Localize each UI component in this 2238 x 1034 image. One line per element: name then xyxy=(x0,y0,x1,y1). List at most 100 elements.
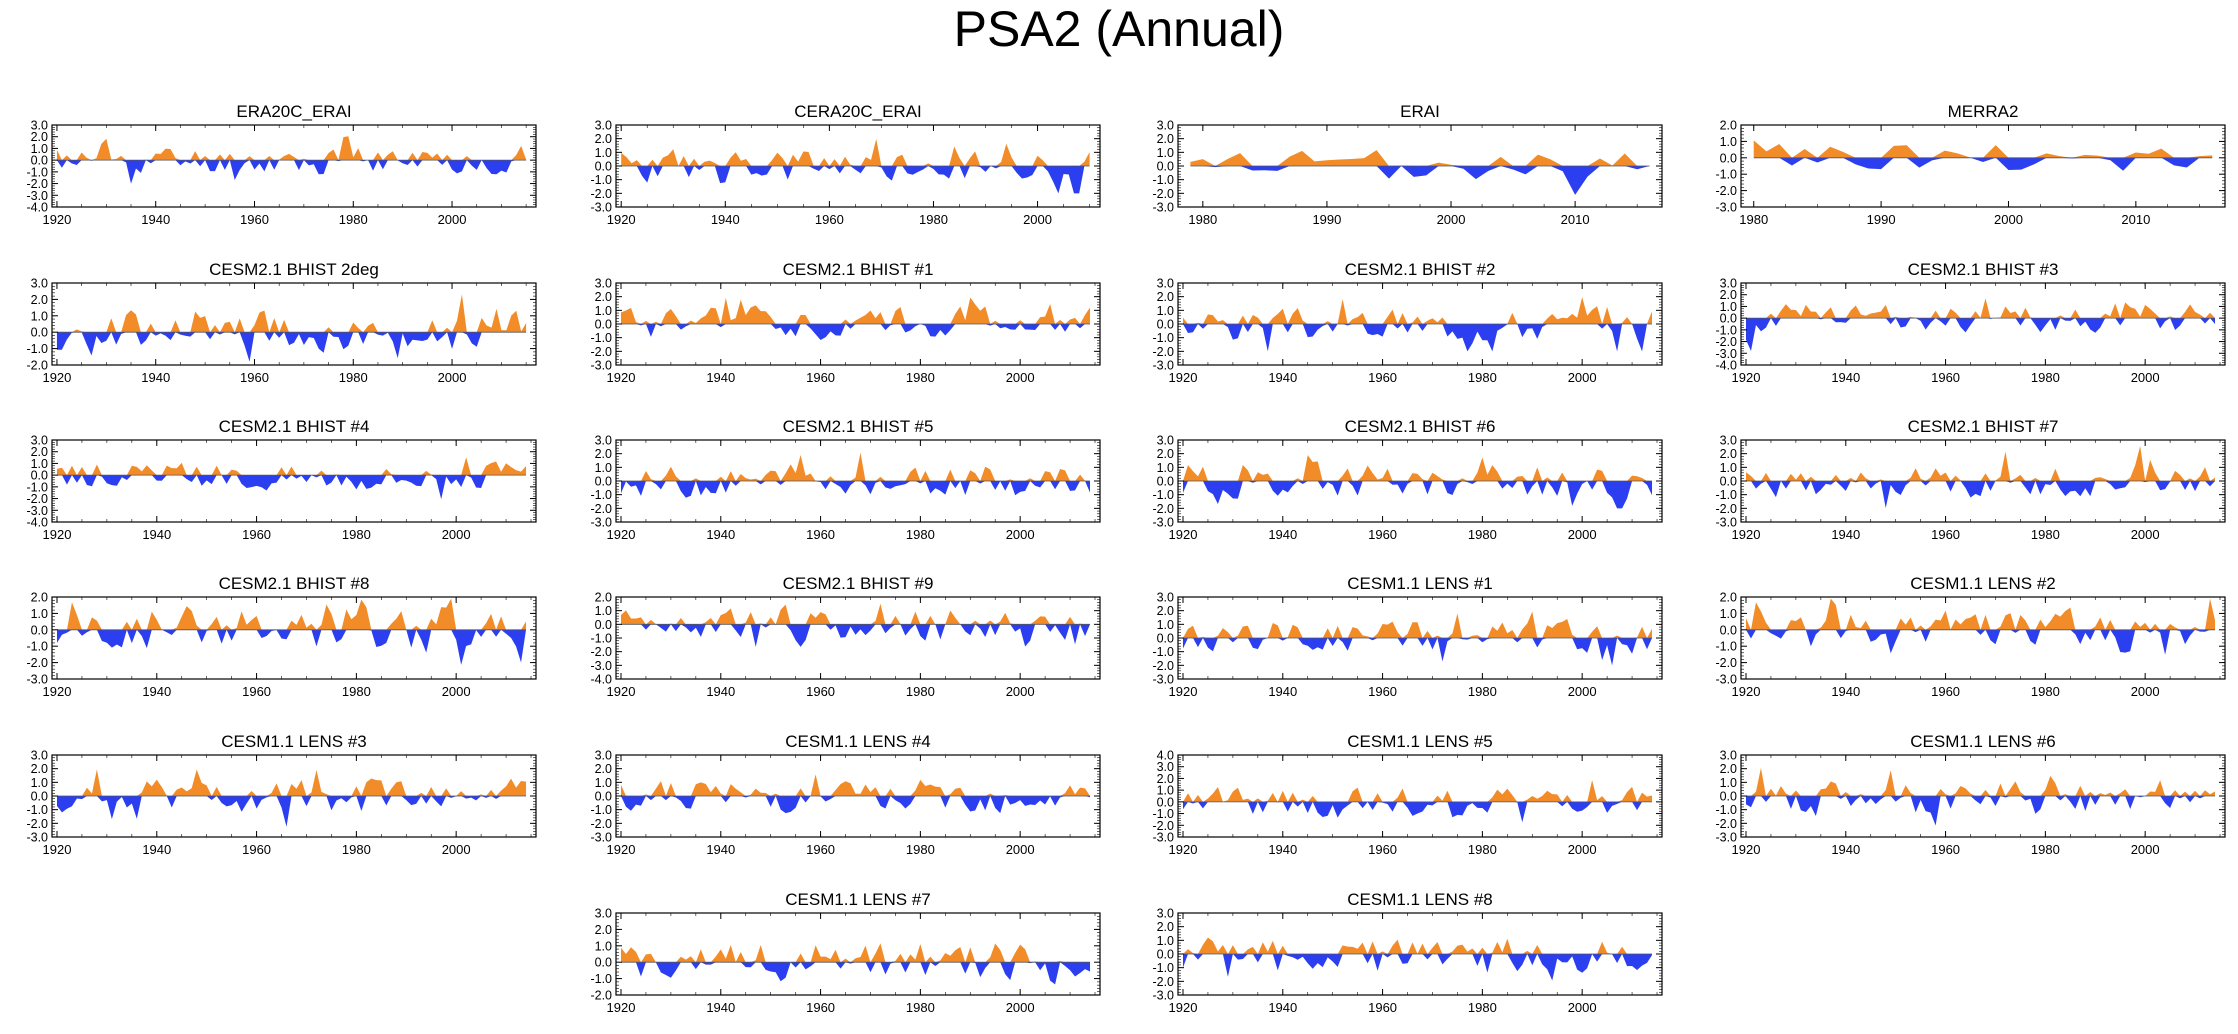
y-tick-label: -2.0 xyxy=(590,989,612,1003)
y-tick-label: 3.0 xyxy=(1720,434,1737,448)
panel-title: CESM2.1 BHIST #3 xyxy=(1908,260,2059,279)
plot-frame xyxy=(1740,124,2226,208)
x-tick-label: 2000 xyxy=(1023,212,1052,227)
x-tick-label: 1960 xyxy=(806,684,835,699)
negative-anomaly-area xyxy=(56,332,527,362)
x-tick-label: 1920 xyxy=(607,1000,636,1015)
figure-title: PSA2 (Annual) xyxy=(953,1,1285,57)
y-tick-label: -4.0 xyxy=(1715,359,1737,373)
x-tick-label: 1960 xyxy=(242,527,271,542)
x-tick-label: 1990 xyxy=(1867,212,1896,227)
panel-16: CESM1.1 LENS #2 2.0 1.0 0.0 -1.0 -2.0 -3.01920… xyxy=(1715,574,2226,699)
x-tick-label: 1960 xyxy=(1368,527,1397,542)
x-tick-label: 1920 xyxy=(607,684,636,699)
y-tick-label: 2.0 xyxy=(1157,132,1174,146)
x-tick-label: 1960 xyxy=(240,370,269,385)
panel-title: CERA20C_ERAI xyxy=(794,102,922,121)
y-tick-label: 2.0 xyxy=(1157,920,1174,934)
y-tick-label: -3.0 xyxy=(590,659,612,673)
panel-3: ERAI 3.02.01.00.0-1.0-2.0-3.0 1980 1990 2000… xyxy=(1152,102,1663,227)
y-tick-label: -1.0 xyxy=(1152,488,1174,502)
panel-2: CERA20C_ERAI 3.02.01.00.0-1.0-2.0-3.01920… xyxy=(590,102,1101,227)
y-tick-label: 2.0 xyxy=(1720,591,1737,605)
plot-frame xyxy=(51,439,537,523)
y-tick-label: 0.0 xyxy=(1157,318,1174,332)
y-tick-label: 1.0 xyxy=(595,939,612,953)
y-tick-label: -3.0 xyxy=(1152,831,1174,845)
y-tick-label: -3.0 xyxy=(590,516,612,530)
x-tick-label: 2000 xyxy=(2131,370,2160,385)
y-tick-label: -3.0 xyxy=(26,831,48,845)
x-tick-label: 1920 xyxy=(1732,370,1761,385)
y-tick-label: 0.0 xyxy=(31,154,48,168)
positive-anomaly-area xyxy=(621,138,1090,166)
x-tick-label: 1920 xyxy=(1169,842,1198,857)
plot-frame xyxy=(51,596,537,680)
plot-frame xyxy=(1740,596,2226,680)
panel-20: CESM1.1 LENS #63.02.01.00.0-1.0-2.0-3.01… xyxy=(1715,732,2226,857)
x-tick-label: 1960 xyxy=(242,842,271,857)
y-tick-label: -1.0 xyxy=(590,488,612,502)
negative-anomaly-area xyxy=(621,166,1090,194)
x-tick-label: 1980 xyxy=(906,842,935,857)
y-tick-label: 1.0 xyxy=(1720,300,1737,314)
panel-7: CESM2.1 BHIST #2 3.02.01.00.0-1.0-2.0-3.0… xyxy=(1152,260,1663,385)
positive-anomaly-area xyxy=(1745,446,2216,481)
panel-10: CESM2.1 BHIST #5 3.02.01.00.0-1.0-2.0-3.0… xyxy=(590,417,1101,542)
y-tick-label: -3.0 xyxy=(1152,516,1174,530)
x-tick-label: 1920 xyxy=(1169,1000,1198,1015)
positive-anomaly-area xyxy=(620,452,1091,481)
plot-frame xyxy=(1177,754,1663,838)
negative-anomaly-area xyxy=(1182,324,1653,352)
positive-anomaly-area xyxy=(1182,296,1653,324)
x-tick-label: 1940 xyxy=(1268,842,1297,857)
x-tick-label: 1960 xyxy=(1368,842,1397,857)
y-tick-label: 0.0 xyxy=(31,326,48,340)
x-tick-label: 2000 xyxy=(442,842,471,857)
y-tick-label: -2.0 xyxy=(1152,819,1174,833)
y-tick-label: 1.0 xyxy=(1157,934,1174,948)
x-tick-label: 1960 xyxy=(806,527,835,542)
negative-anomaly-area xyxy=(56,160,527,184)
x-tick-label: 1960 xyxy=(1368,1000,1397,1015)
y-tick-label: 0.0 xyxy=(595,956,612,970)
y-tick-label: 3.0 xyxy=(1157,119,1174,133)
panel-title: CESM1.1 LENS #7 xyxy=(785,890,931,909)
y-tick-label: -3.0 xyxy=(26,673,48,687)
x-tick-label: 1980 xyxy=(1468,842,1497,857)
positive-anomaly-area xyxy=(1753,140,2213,158)
x-tick-label: 1940 xyxy=(1831,527,1860,542)
y-tick-label: 3.0 xyxy=(1157,277,1174,291)
x-tick-label: 1980 xyxy=(906,370,935,385)
y-tick-label: 3.0 xyxy=(1157,907,1174,921)
y-tick-label: 0.0 xyxy=(1157,948,1174,962)
x-tick-label: 1940 xyxy=(706,370,735,385)
panel-14: CESM2.1 BHIST #9 2.01.00.0-1.0-2.0-3.0-4.… xyxy=(590,574,1101,699)
y-tick-label: 0.0 xyxy=(595,318,612,332)
x-tick-label: 1980 xyxy=(906,1000,935,1015)
x-tick-label: 1980 xyxy=(1468,527,1497,542)
y-tick-label: -2.0 xyxy=(590,645,612,659)
x-tick-label: 1940 xyxy=(711,212,740,227)
y-tick-label: 2.0 xyxy=(1157,772,1174,786)
x-tick-label: 2010 xyxy=(2121,212,2150,227)
y-tick-label: 3.0 xyxy=(1157,591,1174,605)
y-tick-label: -2.0 xyxy=(590,345,612,359)
x-tick-label: 1940 xyxy=(1268,1000,1297,1015)
x-tick-label: 1980 xyxy=(339,212,368,227)
x-tick-label: 1940 xyxy=(1831,684,1860,699)
y-tick-label: 2.0 xyxy=(1720,119,1737,133)
x-tick-label: 1920 xyxy=(1732,684,1761,699)
y-tick-label: -1.0 xyxy=(1152,173,1174,187)
y-tick-label: -3.0 xyxy=(1715,673,1737,687)
panel-title: CESM1.1 LENS #1 xyxy=(1347,574,1493,593)
x-tick-label: 1940 xyxy=(1268,527,1297,542)
y-tick-label: 1.0 xyxy=(1157,304,1174,318)
panel-12: CESM2.1 BHIST #7 3.02.01.00.0-1.0-2.0-3.0… xyxy=(1715,417,2226,542)
x-tick-label: 1920 xyxy=(607,370,636,385)
y-tick-label: 1.0 xyxy=(595,146,612,160)
y-tick-label: 0.0 xyxy=(595,475,612,489)
panel-18: CESM1.1 LENS #43.02.01.00.0-1.0-2.0-3.01… xyxy=(590,732,1101,857)
x-tick-label: 2000 xyxy=(2131,684,2160,699)
y-tick-label: 2.0 xyxy=(1720,447,1737,461)
